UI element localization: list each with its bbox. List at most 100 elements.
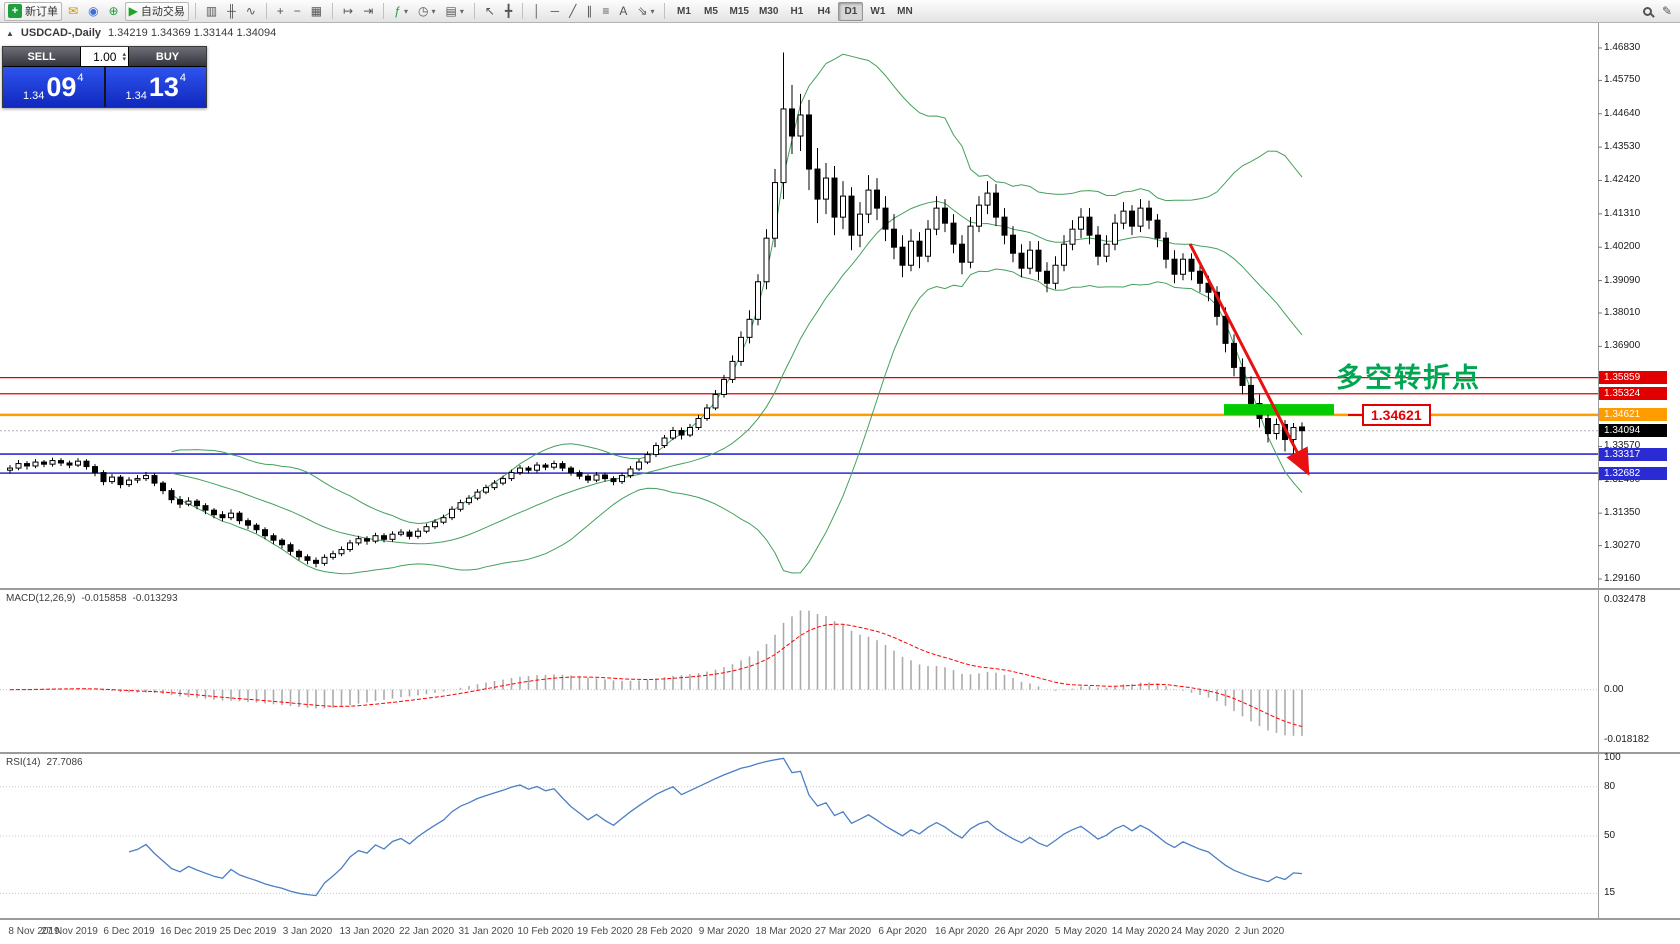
toolbar: + 新订单 ✉ ◉ ⊕ ▶ 自动交易 ▥ ╫ ∿ + − ▦ ↦ ⇥ ƒ ▾ ◷ ▾ ▤ ▾ ↖ ╋ │ ─ ╱ ∥ ≡ A ⇘ ▾ M1 M5… [0, 0, 1680, 23]
chevron-down-icon: ▾ [459, 6, 464, 16]
line-chart-icon: ∿ [245, 4, 256, 18]
rsi-title: RSI(14) [6, 757, 41, 768]
buy-price-sup: 4 [179, 72, 187, 84]
trendline-icon[interactable]: ╱ [565, 2, 580, 21]
trade-panel-header-row: SELL 1.00 ▴ ▾ BUY [3, 47, 206, 67]
bar-chart-icon: ▥ [205, 4, 218, 18]
periods-icon: ◷ [417, 4, 429, 18]
arrows-tool-icon[interactable]: ⇘ ▾ [633, 2, 658, 21]
buy-price-prefix: 1.34 [125, 90, 147, 102]
equidistant-channel-icon: ∥ [586, 4, 593, 18]
timeframe-m30-button[interactable]: M30 [758, 5, 779, 17]
toolbar-separator [383, 3, 385, 19]
zoom-in-icon[interactable]: + [273, 2, 288, 21]
toolbar-separator [473, 3, 475, 19]
toolbar-separator [332, 3, 334, 19]
toolbar-left-group: + 新订单 ✉ ◉ ⊕ ▶ 自动交易 ▥ ╫ ∿ + − ▦ ↦ ⇥ ƒ ▾ ◷ ▾ ▤ ▾ ↖ ╋ │ ─ ╱ ∥ ≡ A ⇘ ▾ M1 M5… [4, 1, 917, 21]
timeframe-h1-button[interactable]: H1 [790, 5, 804, 17]
fibonacci-icon[interactable]: ≡ [598, 2, 613, 21]
search-icon[interactable] [1639, 2, 1656, 21]
timeframe-h4-button[interactable]: H4 [817, 5, 831, 17]
autotrading-button[interactable]: ▶ 自动交易 [124, 1, 189, 21]
zoom-in-icon: + [276, 4, 284, 18]
text-label-icon[interactable]: A [615, 2, 631, 21]
timeframe-w1-button[interactable]: W1 [870, 5, 886, 17]
templates-button[interactable]: ▤ ▾ [441, 2, 467, 21]
chart-title-bar: ▲ USDCAD-,Daily 1.34219 1.34369 1.33144 … [6, 27, 276, 39]
new-order-button[interactable]: + 新订单 [4, 1, 62, 21]
timeframe-m5-button[interactable]: M5 [704, 5, 718, 17]
buy-button[interactable]: BUY [129, 47, 206, 66]
equidistant-channel-icon[interactable]: ∥ [582, 2, 596, 21]
auto-scroll-icon[interactable]: ↦ [339, 2, 357, 21]
toolbar-right-group: ✎ [1639, 2, 1676, 21]
timeframe-mn-button[interactable]: MN [897, 5, 913, 17]
volume-spinner: ▴ ▾ [122, 50, 126, 63]
templates-icon: ▤ [445, 4, 457, 18]
arrows-tool-icon: ⇘ [637, 4, 648, 18]
chart-shift-icon[interactable]: ⇥ [359, 2, 377, 21]
line-chart-icon[interactable]: ∿ [242, 2, 260, 21]
toolbar-separator [265, 3, 267, 19]
buy-price-button[interactable]: 1.34 13 4 [105, 67, 206, 107]
volume-up-icon[interactable]: ▴ [122, 50, 126, 58]
buy-price-big: 13 [148, 71, 179, 102]
horizontal-line-icon[interactable]: ─ [547, 2, 564, 21]
chart-shift-icon: ⇥ [363, 4, 374, 18]
volume-down-icon[interactable]: ▾ [122, 55, 126, 63]
volume-value: 1.00 [93, 49, 117, 64]
price-flag-value: 1.34621 [1362, 404, 1431, 426]
chevron-down-icon: ▾ [403, 6, 408, 16]
edit-pencil-icon[interactable]: ✎ [1658, 2, 1676, 21]
toolbar-separator [664, 3, 666, 19]
tile-windows-icon[interactable]: ▦ [307, 2, 326, 21]
cursor-icon: ↖ [484, 4, 495, 18]
trade-panel-price-row: 1.34 09 4 1.34 13 4 [3, 67, 206, 107]
rsi-value: 27.7086 [46, 757, 83, 768]
zoom-out-icon: − [293, 4, 301, 18]
vertical-line-icon[interactable]: │ [529, 2, 545, 21]
magnifier-glass-icon [1642, 6, 1652, 16]
timeframe-d1-button[interactable]: D1 [838, 1, 864, 21]
sell-price-button[interactable]: 1.34 09 4 [3, 67, 104, 107]
trendline-icon: ╱ [569, 4, 577, 18]
community-icon[interactable]: ⊕ [105, 2, 123, 21]
zoom-out-icon[interactable]: − [290, 2, 305, 21]
macd-title: MACD(12,26,9) [6, 593, 76, 604]
new-order-icon: + [8, 4, 22, 18]
autotrading-icon: ▶ [128, 4, 138, 18]
vertical-line-icon: │ [533, 4, 541, 18]
auto-scroll-icon: ↦ [343, 4, 354, 18]
mail-icon: ✉ [68, 4, 79, 18]
crosshair-icon: ╋ [504, 4, 513, 18]
toolbar-separator [522, 3, 524, 19]
cursor-icon[interactable]: ↖ [481, 2, 499, 21]
indicators-button[interactable]: ƒ ▾ [390, 2, 412, 21]
timeframe-m15-button[interactable]: M15 [729, 5, 749, 17]
crosshair-icon[interactable]: ╋ [501, 2, 516, 21]
sell-price-sup: 4 [77, 72, 84, 84]
community-icon: ⊕ [108, 4, 119, 18]
one-click-trading-panel: SELL 1.00 ▴ ▾ BUY 1.34 09 4 1.34 13 4 [2, 46, 207, 108]
contacts-icon[interactable]: ◉ [84, 2, 102, 21]
candlestick-chart-icon: ╫ [227, 4, 236, 18]
sell-price-big: 09 [46, 71, 77, 102]
candlestick-chart-icon[interactable]: ╫ [223, 2, 240, 21]
timeframe-m1-button[interactable]: M1 [677, 5, 691, 17]
chevron-down-icon: ▾ [650, 6, 655, 16]
one-click-panel-toggle-icon[interactable]: ▲ [6, 28, 14, 38]
indicators-icon: ƒ [394, 4, 401, 18]
periods-button[interactable]: ◷ ▾ [414, 2, 440, 21]
sell-button[interactable]: SELL [3, 47, 80, 66]
bar-chart-icon[interactable]: ▥ [202, 2, 221, 21]
price-flag-annotation: 1.34621 [1348, 404, 1431, 426]
volume-field[interactable]: 1.00 ▴ ▾ [80, 47, 129, 66]
contacts-icon: ◉ [88, 4, 99, 18]
mail-icon[interactable]: ✉ [64, 2, 82, 21]
macd-indicator-label: MACD(12,26,9) -0.015858 -0.013293 [6, 593, 178, 604]
horizontal-line-icon: ─ [550, 4, 560, 18]
macd-value-main: -0.015858 [81, 593, 127, 604]
chevron-down-icon: ▾ [431, 6, 436, 16]
turning-point-annotation: 多空转折点 [1336, 363, 1481, 393]
